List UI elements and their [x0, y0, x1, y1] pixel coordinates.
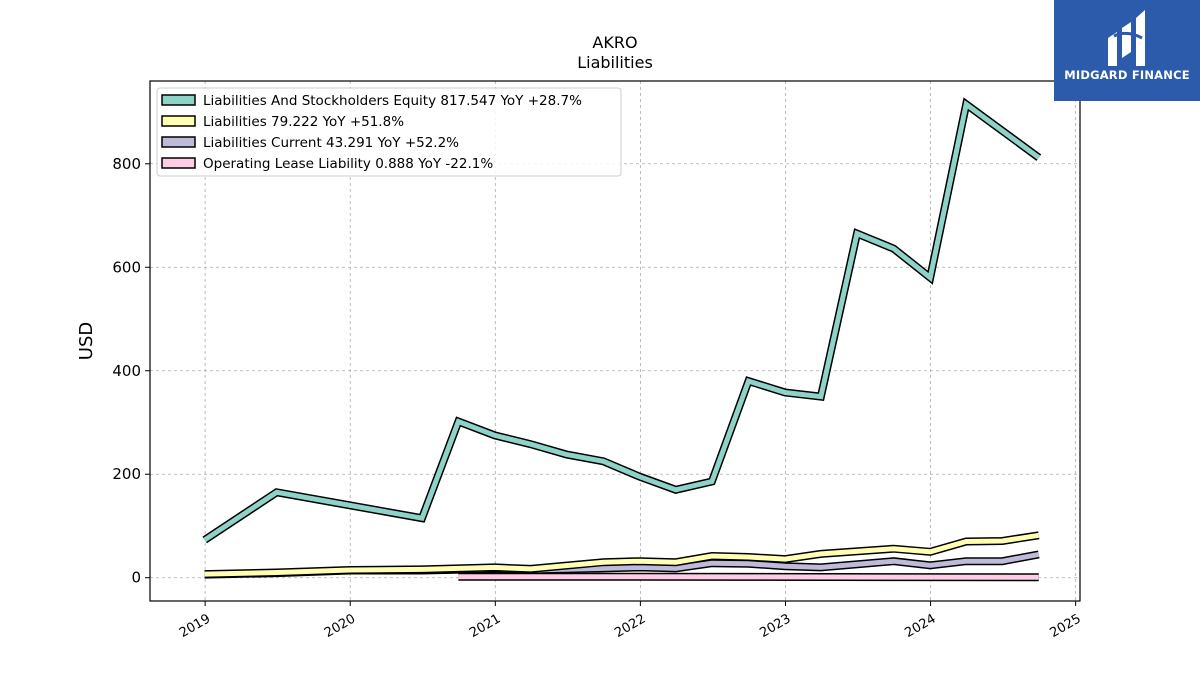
- y-axis-label: USD: [76, 322, 97, 360]
- legend-entry: Liabilities 79.222 YoY +51.8%: [203, 114, 404, 130]
- x-axis-ticks: 2019 2020 2021 2022 2023 2024 2025: [177, 601, 1084, 641]
- y-tick-label: 400: [112, 362, 141, 380]
- operating-lease-liability-line: [458, 574, 1039, 580]
- x-tick-label: 2020: [322, 611, 358, 641]
- legend-entry: Liabilities Current 43.291 YoY +52.2%: [203, 135, 459, 151]
- x-tick-label: 2019: [177, 611, 213, 641]
- x-tick-label: 2023: [757, 611, 793, 641]
- y-tick-label: 600: [112, 258, 141, 276]
- legend-swatch: [161, 115, 196, 127]
- y-axis-ticks: 0 200 400 600 800: [112, 155, 150, 587]
- legend-box: [156, 87, 622, 177]
- series-group: [202, 97, 1042, 582]
- midgard-logo: MIDGARD FINANCE: [1054, 0, 1200, 101]
- chart-subtitle: Liabilities: [577, 53, 653, 72]
- logo-text: MIDGARD FINANCE: [1064, 68, 1190, 82]
- chart-title: AKRO: [592, 33, 637, 52]
- liabilities-and-stockholders-equity-line: [203, 99, 1041, 542]
- x-tick-label: 2021: [467, 611, 503, 641]
- legend-entry: Operating Lease Liability 0.888 YoY -22.…: [203, 156, 493, 172]
- legend-swatch: [161, 136, 196, 148]
- plot-frame: [149, 80, 1081, 602]
- x-tick-label: 2025: [1047, 611, 1083, 641]
- legend: Liabilities And Stockholders Equity 817.…: [156, 87, 622, 177]
- legend-swatch: [161, 157, 196, 169]
- y-tick-label: 200: [112, 465, 141, 483]
- legend-entry: Liabilities And Stockholders Equity 817.…: [203, 93, 582, 109]
- midgard-logo-icon: [1108, 10, 1145, 66]
- y-tick-label: 800: [112, 155, 141, 173]
- x-tick-label: 2024: [902, 611, 938, 641]
- legend-swatch: [161, 94, 196, 106]
- x-tick-label: 2022: [612, 611, 648, 641]
- liabilities-line: [204, 532, 1040, 577]
- y-tick-label: 0: [131, 569, 141, 587]
